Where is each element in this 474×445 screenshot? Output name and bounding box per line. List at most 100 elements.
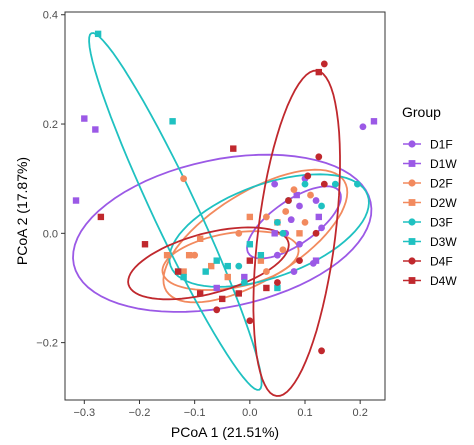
confidence-ellipse-d4w-7 bbox=[127, 226, 290, 301]
point-d4f-2 bbox=[304, 172, 312, 180]
confidence-ellipse-d1f-5 bbox=[246, 185, 342, 260]
point-d3w-5 bbox=[246, 241, 254, 248]
legend-key-marker-d1w bbox=[408, 160, 416, 167]
point-d4w-0 bbox=[315, 68, 322, 76]
point-d3f-5 bbox=[354, 180, 361, 188]
legend-label-d1f: D1F bbox=[430, 138, 453, 152]
point-d3f-4 bbox=[331, 180, 339, 188]
point-d4f-1 bbox=[315, 153, 323, 161]
x-axis: −0.3 −0.2 −0.1 0.0 0.1 0.2 bbox=[73, 400, 368, 419]
point-d1f-2 bbox=[296, 202, 303, 210]
legend-key-marker-d2w bbox=[408, 199, 416, 206]
point-d1f-6 bbox=[274, 251, 281, 259]
legend-label-d4w: D4W bbox=[430, 274, 457, 288]
y-axis: −0.2 0.0 0.2 0.4 bbox=[36, 10, 65, 350]
point-d3f-6 bbox=[279, 229, 287, 237]
y-tick-label: 0.4 bbox=[43, 10, 58, 22]
point-d2f-3 bbox=[290, 186, 298, 194]
point-d3f-3 bbox=[301, 180, 309, 188]
legend-key-marker-d2f bbox=[408, 179, 416, 187]
point-d2w-7 bbox=[296, 230, 303, 237]
x-tick-label: 0.0 bbox=[242, 407, 257, 419]
point-d3w-0 bbox=[94, 30, 102, 38]
point-d3f-8 bbox=[318, 202, 325, 210]
point-d4f-8 bbox=[274, 279, 281, 286]
point-d4w-1 bbox=[230, 145, 237, 152]
point-d4w-7 bbox=[263, 284, 270, 292]
y-tick-label: −0.2 bbox=[36, 338, 58, 350]
legend-key-marker-d3w bbox=[408, 238, 416, 245]
point-d2w-1 bbox=[185, 251, 193, 259]
point-d2w-4 bbox=[257, 257, 265, 264]
point-d4f-10 bbox=[312, 229, 320, 237]
point-d1f-7 bbox=[296, 240, 303, 248]
point-d2f-9 bbox=[279, 246, 287, 254]
point-d2w-9 bbox=[246, 213, 254, 221]
y-axis-label: PCoA 2 (17.87%) bbox=[14, 157, 30, 265]
plot-marks bbox=[72, 30, 378, 397]
point-d2f-6 bbox=[262, 268, 270, 275]
point-d4w-9 bbox=[246, 257, 254, 264]
point-d4w-8 bbox=[219, 295, 226, 303]
point-d3w-3 bbox=[202, 268, 209, 275]
confidence-ellipse-d1f-0 bbox=[72, 153, 373, 313]
legend: Group D1F D1W D2F D2W D3F D3W D4F D4W bbox=[402, 104, 457, 288]
confidence-ellipse-d4f-6 bbox=[252, 69, 341, 397]
point-d1w-8 bbox=[370, 118, 378, 125]
point-d4f-7 bbox=[318, 347, 325, 355]
confidence-ellipse-d2f-1 bbox=[162, 168, 349, 304]
point-d2f-8 bbox=[307, 191, 314, 199]
point-d4w-2 bbox=[97, 213, 105, 221]
legend-label-d4f: D4F bbox=[430, 255, 453, 269]
point-d2w-2 bbox=[208, 262, 215, 270]
point-d2f-2 bbox=[282, 208, 290, 215]
point-d1f-9 bbox=[290, 268, 298, 275]
point-d4f-4 bbox=[285, 197, 292, 204]
point-d4w-3 bbox=[141, 241, 149, 248]
point-d2f-5 bbox=[191, 251, 199, 259]
y-tick-label: 0.0 bbox=[43, 228, 58, 240]
point-d3w-1 bbox=[169, 118, 176, 125]
point-d3w-7 bbox=[213, 257, 220, 264]
plot-border bbox=[64, 11, 386, 401]
point-d3w-2 bbox=[180, 273, 187, 281]
x-axis-label: PCoA 1 (21.51%) bbox=[171, 424, 279, 440]
point-d2f-7 bbox=[235, 229, 243, 237]
plot-area bbox=[64, 11, 386, 401]
x-tick-label: −0.2 bbox=[129, 407, 151, 419]
legend-label-d3w: D3W bbox=[430, 235, 457, 249]
point-d3w-8 bbox=[274, 284, 281, 292]
point-d1w-7 bbox=[241, 273, 248, 281]
point-d1f-1 bbox=[287, 216, 295, 224]
point-d1w-2 bbox=[72, 197, 80, 204]
point-d2w-0 bbox=[163, 251, 171, 259]
point-d2w-6 bbox=[196, 235, 204, 242]
point-d2f-4 bbox=[301, 218, 309, 226]
legend-key-marker-d3f bbox=[408, 218, 416, 226]
point-d2f-1 bbox=[262, 213, 270, 221]
legend-key-marker-d4w bbox=[408, 277, 416, 284]
point-d4f-5 bbox=[213, 306, 221, 314]
point-d1f-11 bbox=[318, 224, 325, 232]
point-d4w-6 bbox=[235, 290, 242, 297]
point-d3w-4 bbox=[224, 262, 231, 270]
legend-label-d2f: D2F bbox=[430, 177, 453, 191]
point-d1w-9 bbox=[312, 257, 320, 264]
legend-key-marker-d4f bbox=[408, 257, 416, 265]
point-d4f-6 bbox=[246, 317, 254, 325]
point-d1w-1 bbox=[92, 126, 99, 133]
legend-label-d1w: D1W bbox=[430, 157, 457, 171]
point-d1w-3 bbox=[213, 284, 220, 292]
point-d1f-10 bbox=[359, 123, 367, 131]
x-tick-label: 0.2 bbox=[353, 407, 368, 419]
point-d2w-8 bbox=[180, 268, 187, 275]
x-tick-label: −0.1 bbox=[184, 407, 206, 419]
x-tick-label: −0.3 bbox=[73, 407, 95, 419]
legend-key-marker-d1f bbox=[408, 140, 416, 148]
point-d3f-1 bbox=[274, 218, 281, 226]
point-d1w-4 bbox=[315, 213, 322, 221]
point-d1w-6 bbox=[271, 230, 278, 237]
point-d3f-0 bbox=[240, 279, 248, 286]
confidence-ellipse-d2w-2 bbox=[161, 230, 300, 291]
